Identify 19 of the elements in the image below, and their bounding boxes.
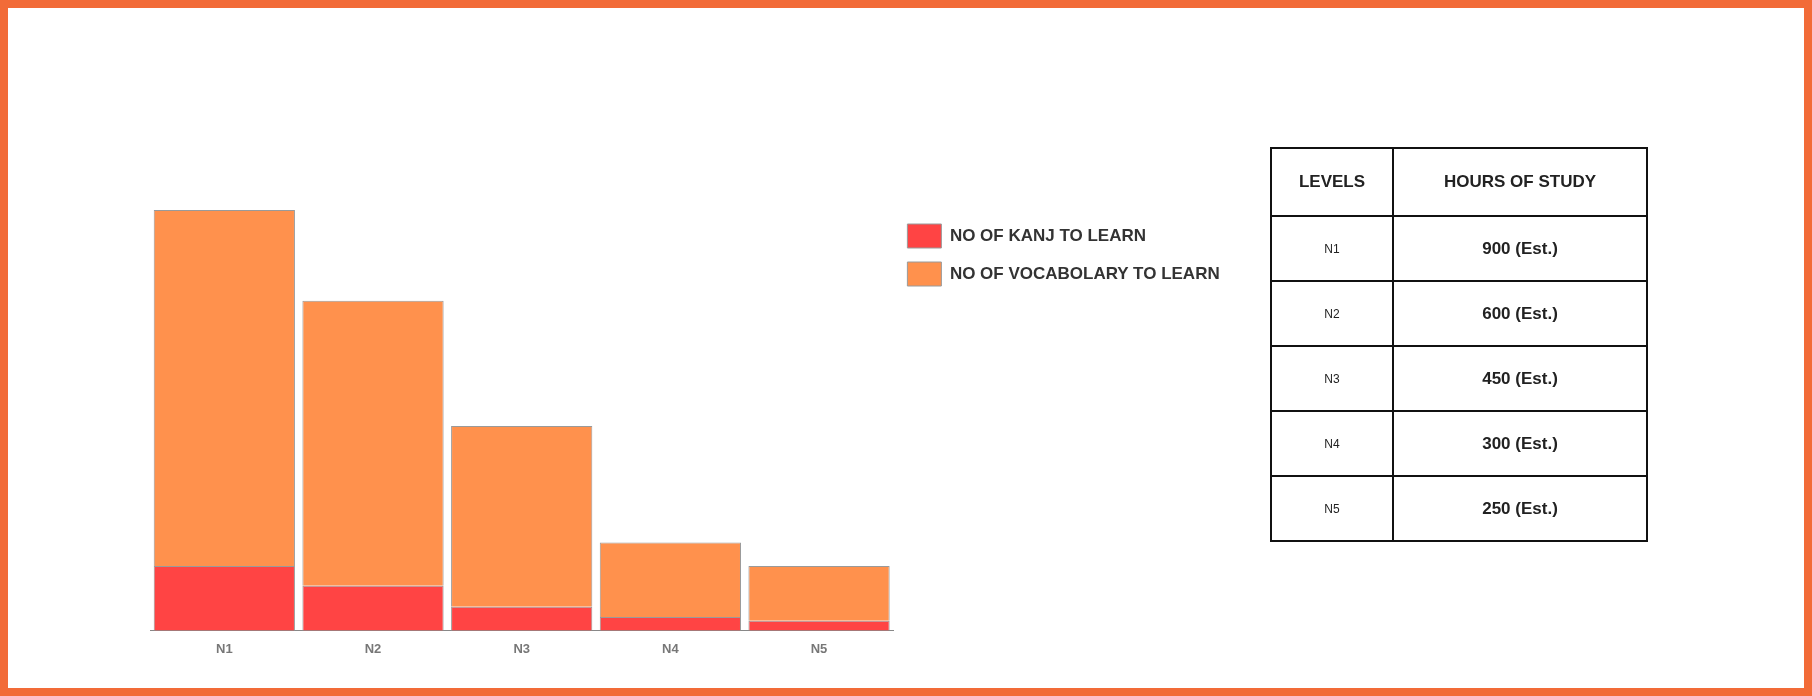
text: HOURS OF STUDY xyxy=(1393,148,1647,216)
x-tick-label: N4 xyxy=(662,640,680,656)
text: LEVELS xyxy=(1271,148,1393,216)
text: 450 (Est.) xyxy=(1482,368,1558,388)
text: 300 (Est.) xyxy=(1482,433,1558,453)
category-label: N5 xyxy=(1271,476,1393,541)
x-tick-label: N1 xyxy=(216,640,233,656)
category-label: N4 xyxy=(1271,411,1393,476)
x-tick-label: N5 xyxy=(810,640,828,656)
category-label: N3 xyxy=(1271,346,1393,411)
x-tick-label: N2 xyxy=(364,640,382,656)
legend-label: NO OF KANJ TO LEARN xyxy=(949,225,1147,245)
x-tick-label: N3 xyxy=(513,640,530,656)
text: 600 (Est.) xyxy=(1482,303,1558,323)
legend-label: NO OF VOCABOLARY TO LEARN xyxy=(949,263,1220,283)
category-label: N2 xyxy=(1271,281,1393,346)
text: 900 (Est.) xyxy=(1482,238,1558,258)
category-label: N1 xyxy=(1271,216,1393,281)
text: 250 (Est.) xyxy=(1482,498,1558,518)
